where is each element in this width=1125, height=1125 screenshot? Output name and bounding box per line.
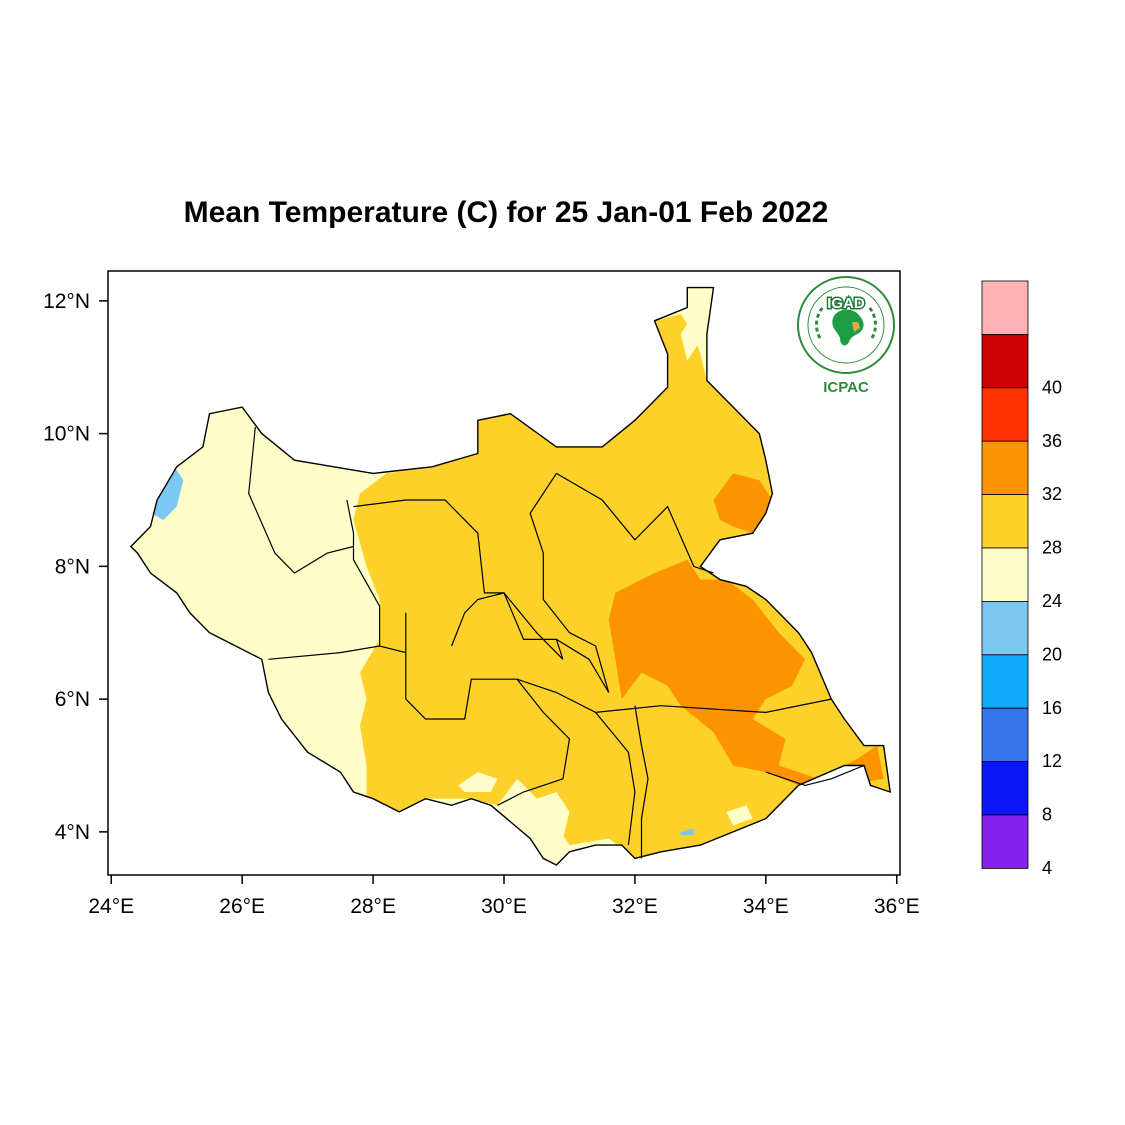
colorbar-swatch (981, 440, 1029, 496)
map-plot-area: 24°E 26°E 28°E 30°E 32°E 34°E 36°E 4°N 6°N 8°N 10°… (43, 270, 920, 918)
country-outline (129, 286, 892, 866)
state-boundary-line (346, 499, 381, 646)
lat-tick-label: 12°N (43, 290, 90, 313)
colorbar-swatch (981, 333, 1029, 389)
colorbar-label: 36 (1042, 431, 1062, 451)
colorbar-swatch (981, 654, 1029, 709)
colorbar-label: 12 (1042, 751, 1062, 771)
africa-map-icon (832, 309, 864, 346)
state-boundary-line (634, 705, 649, 859)
map-title: Mean Temperature (C) for 25 Jan-01 Feb 2… (184, 196, 829, 229)
lon-tick-label: 30°E (481, 895, 527, 918)
colorbar-swatch (981, 761, 1029, 816)
country-border-line (129, 286, 892, 866)
colorbar-swatch (981, 707, 1029, 763)
state-boundaries (248, 426, 865, 859)
colorbar-swatch (981, 814, 1029, 869)
colorbar-swatch (981, 280, 1029, 335)
temperature-zones (150, 314, 891, 859)
temperature-zone-c16-20-7 (150, 460, 184, 520)
temperature-zone-c28-32-2 (713, 473, 773, 534)
temperature-zone-c20-24-4 (523, 792, 570, 846)
colorbar-swatch (981, 387, 1029, 442)
colorbar-label: 16 (1042, 698, 1062, 718)
igad-region-icon (852, 322, 860, 332)
temperature-zone-c20-24-5 (458, 772, 498, 792)
colorbar-label: 40 (1042, 377, 1062, 397)
laurel-wreath-icon (815, 304, 877, 339)
state-boundary-line (556, 472, 714, 574)
state-boundary-line (765, 764, 865, 787)
temperature-zone-c20-24-3 (680, 314, 701, 361)
colorbar-label: 4 (1042, 858, 1052, 878)
icpac-logo: IGAD ICPAC (797, 276, 895, 396)
logo-inner-ring-icon (807, 286, 885, 364)
lon-tick-label: 24°E (88, 895, 134, 918)
colorbar-swatch (981, 547, 1029, 602)
axis-ticks: 24°E 26°E 28°E 30°E 32°E 34°E 36°E 4°N 6°N 8°N 10°… (43, 290, 920, 918)
colorbar-label: 20 (1042, 644, 1062, 664)
temperature-zone-c20-24-6 (726, 805, 753, 826)
temperature-zone-c16-20-8 (680, 828, 694, 836)
logo-badge: IGAD (827, 295, 865, 312)
colorbar-label: 32 (1042, 484, 1062, 504)
lon-tick-label: 34°E (743, 895, 789, 918)
colorbar-swatch (981, 601, 1029, 656)
lat-tick-label: 6°N (55, 688, 90, 711)
state-boundary-line (595, 712, 636, 846)
colorbar-label: 24 (1042, 591, 1062, 611)
lat-tick-label: 10°N (43, 423, 90, 446)
lat-tick-label: 4°N (55, 821, 90, 844)
lat-tick-label: 8°N (55, 555, 90, 578)
colorbar-label: 8 (1042, 805, 1052, 825)
state-boundary-line (451, 592, 564, 660)
state-boundary-line (353, 499, 610, 693)
state-boundary-line (497, 678, 571, 806)
lon-tick-label: 36°E (874, 895, 920, 918)
state-boundary-line (268, 612, 407, 700)
state-boundary-line (248, 426, 354, 574)
state-boundary-line (529, 473, 610, 693)
logo-caption: ICPAC (823, 379, 869, 396)
colorbar: 40 36 32 28 24 20 16 12 8 4 (981, 280, 1062, 878)
lon-tick-label: 32°E (612, 895, 658, 918)
colorbar-swatch (981, 494, 1029, 549)
lon-tick-label: 26°E (219, 895, 265, 918)
lon-tick-label: 28°E (350, 895, 396, 918)
temperature-zone-c28-32-1 (608, 559, 884, 786)
colorbar-label: 28 (1042, 538, 1062, 558)
state-boundary-line (405, 678, 832, 720)
